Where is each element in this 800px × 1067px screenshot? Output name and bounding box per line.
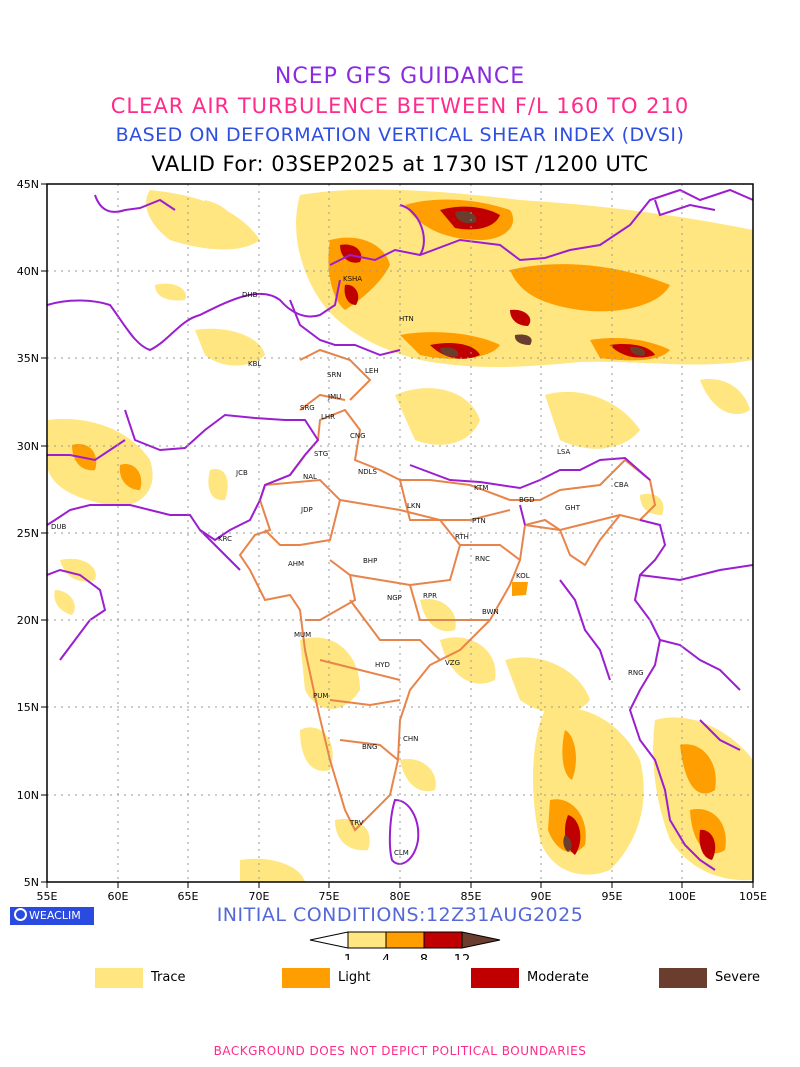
city-label: SRN — [327, 371, 342, 379]
city-label: DHB — [242, 291, 258, 299]
legend-swatch-trace — [95, 968, 143, 988]
turbulence-fields — [48, 189, 753, 882]
lon-label: 95E — [602, 890, 623, 903]
lon-label: 60E — [108, 890, 129, 903]
city-label: BWN — [482, 608, 499, 616]
city-label: BGD — [519, 496, 535, 504]
city-label: RPR — [423, 592, 437, 600]
city-label: KSHA — [343, 275, 362, 283]
legend-label-light: Light — [338, 970, 371, 985]
lon-label: 70E — [249, 890, 270, 903]
city-label: KOL — [516, 572, 530, 580]
turbulence-map: 55E 60E 65E 70E 75E 80E 85E 90E 95E 100E… — [17, 178, 767, 960]
weaclim-logo: WEACLIM — [10, 907, 94, 925]
boundaries — [47, 188, 753, 871]
legend-label-moderate: Moderate — [527, 970, 589, 985]
city-label: NDLS — [358, 468, 378, 476]
city-label: NAL — [303, 473, 317, 481]
city-label: NGP — [387, 594, 402, 602]
city-label: BNG — [362, 743, 377, 751]
city-label: JDP — [300, 506, 313, 514]
lat-label: 15N — [17, 701, 39, 714]
grid — [47, 184, 753, 882]
initial-conditions: INITIAL CONDITIONS:12Z31AUG2025 — [216, 904, 584, 926]
colorbar-low-arrow — [309, 931, 349, 949]
title-model: NCEP GFS GUIDANCE — [274, 64, 526, 89]
city-label: CBA — [614, 481, 629, 489]
logo-text: WEACLIM — [29, 909, 81, 922]
lon-label: 105E — [739, 890, 767, 903]
city-label: LEH — [365, 367, 379, 375]
city-label: JCB — [235, 469, 248, 477]
boundary-disclaimer: BACKGROUND DOES NOT DEPICT POLITICAL BOU… — [213, 1044, 587, 1058]
axis-ticks — [41, 183, 754, 888]
lat-label: 10N — [17, 789, 39, 802]
lat-label: 45N — [17, 178, 39, 191]
colorbar: 1 4 8 12 — [309, 931, 501, 960]
city-label: PUM — [313, 692, 328, 700]
colorbar-trace — [347, 931, 387, 949]
lon-label: 90E — [531, 890, 552, 903]
lon-label: 65E — [178, 890, 199, 903]
lat-label: 35N — [17, 352, 39, 365]
city-label: STG — [314, 450, 328, 458]
legend-label-trace: Trace — [151, 970, 186, 985]
city-label: KTM — [474, 484, 488, 492]
lat-label: 20N — [17, 614, 39, 627]
colorbar-severe-arrow — [461, 931, 501, 949]
city-label: LSA — [557, 448, 570, 456]
colorbar-light — [385, 931, 425, 949]
city-label: DUB — [51, 523, 67, 531]
city-label: CLM — [394, 849, 409, 857]
city-label: KBL — [248, 360, 261, 368]
lon-labels: 55E 60E 65E 70E 75E 80E 85E 90E 95E 100E… — [37, 890, 767, 903]
city-label: CNG — [350, 432, 366, 440]
city-label: CHN — [403, 735, 418, 743]
city-label: MUM — [294, 631, 311, 639]
colorbar-moderate — [423, 931, 463, 949]
city-label: BHP — [363, 557, 377, 565]
city-label: KRC — [218, 535, 232, 543]
city-label: RNC — [475, 555, 490, 563]
city-label: PTN — [472, 517, 486, 525]
city-label: AHM — [288, 560, 304, 568]
colorbar-tick: 1 — [344, 953, 352, 960]
city-label: LHR — [321, 413, 335, 421]
city-label: SRG — [300, 404, 315, 412]
colorbar-tick: 4 — [382, 953, 390, 960]
city-label: GHT — [565, 504, 581, 512]
title-method: BASED ON DEFORMATION VERTICAL SHEAR INDE… — [115, 124, 685, 146]
lat-labels: 45N 40N 35N 30N 25N 20N 15N 10N 5N — [17, 178, 39, 889]
legend-swatch-light — [282, 968, 330, 988]
city-label: LKN — [407, 502, 421, 510]
city-label: TRV — [349, 819, 364, 827]
colorbar-tick: 8 — [420, 953, 428, 960]
city-label: RNG — [628, 669, 644, 677]
lat-label: 30N — [17, 440, 39, 453]
lat-label: 40N — [17, 265, 39, 278]
city-label: JMU — [327, 393, 341, 401]
city-label: HTN — [399, 315, 414, 323]
lat-label: 25N — [17, 527, 39, 540]
lon-label: 85E — [461, 890, 482, 903]
colorbar-tick: 12 — [454, 953, 471, 960]
lon-label: 100E — [668, 890, 696, 903]
legend-label-severe: Severe — [715, 970, 760, 985]
title-valid-time: VALID For: 03SEP2025 at 1730 IST /1200 U… — [151, 152, 649, 176]
logo-circle-icon — [14, 908, 27, 921]
lat-label: 5N — [24, 876, 39, 889]
city-labels: DHB KSHA HTN KBL SRN LEH JMU SRG LHR CNG… — [51, 275, 644, 857]
lon-label: 75E — [319, 890, 340, 903]
lon-label: 55E — [37, 890, 58, 903]
title-product: CLEAR AIR TURBULENCE BETWEEN F/L 160 TO … — [110, 94, 690, 118]
city-label: HYD — [375, 661, 390, 669]
city-label: VZG — [445, 659, 460, 667]
legend-swatch-moderate — [471, 968, 519, 988]
legend-swatch-severe — [659, 968, 707, 988]
city-label: RTH — [455, 533, 469, 541]
lon-label: 80E — [390, 890, 411, 903]
